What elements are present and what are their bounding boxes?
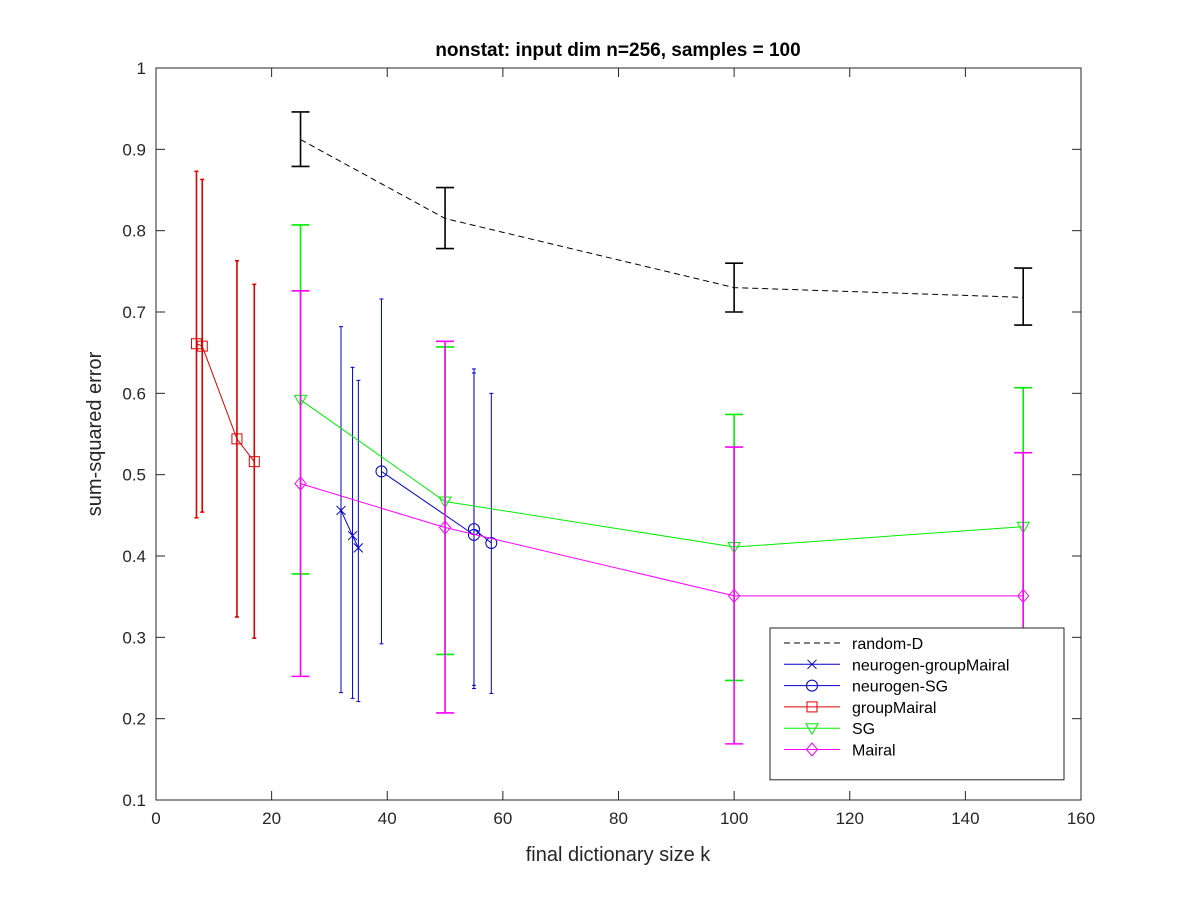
data-point (438, 520, 452, 535)
y-tick-label: 0.5 (122, 466, 146, 485)
legend-label: SG (852, 721, 875, 738)
series-groupmairal (190, 170, 260, 639)
data-point (375, 465, 388, 478)
data-point (727, 588, 741, 604)
data-point (294, 476, 307, 491)
series-line (300, 483, 1024, 597)
legend-marker (807, 659, 817, 670)
y-tick-label: 1 (137, 59, 146, 78)
x-tick-label: 80 (609, 809, 628, 828)
data-point (467, 528, 480, 541)
x-tick-label: 60 (493, 809, 512, 828)
y-tick-label: 0.8 (122, 222, 146, 241)
data-point (248, 456, 260, 468)
legend-box (769, 627, 1065, 781)
data-point (1017, 588, 1030, 604)
legend-label: neurogen-groupMairal (852, 657, 1009, 674)
ticks-layer (155, 67, 1082, 801)
data-point (196, 340, 208, 352)
y-tick-label: 0.2 (122, 710, 146, 729)
x-tick-label: 140 (951, 809, 979, 828)
legend: random-D neurogen-groupMairal neurogen-SG g… (769, 627, 1065, 781)
chart-title: nonstat: input dim n=256, samples = 100 (435, 40, 800, 61)
y-tick-label: 0.4 (122, 547, 146, 566)
legend-label: groupMairal (852, 700, 936, 717)
data-point (353, 543, 364, 553)
y-tick-label: 0.9 (122, 140, 146, 159)
series-layer (190, 111, 1033, 745)
series-random-d (291, 111, 1033, 326)
x-tick-label: 120 (836, 809, 864, 828)
y-axis-title: sum-squared error (84, 351, 106, 516)
legend-label: random-D (852, 636, 923, 653)
y-tick-label: 0.3 (122, 628, 146, 647)
series-line (196, 343, 255, 462)
series-line (300, 139, 1024, 298)
x-tick-label: 40 (378, 809, 397, 828)
data-point (190, 338, 202, 350)
legend-label: Mairal (852, 743, 896, 760)
x-tick-label: 20 (262, 809, 281, 828)
data-point-stroke-b (353, 543, 364, 553)
series-neurogen-groupmairal (336, 326, 364, 703)
tick-labels-layer: 0 20 40 60 80 100 120 140 160 0.1 0.2 0.3 0.4 0.5 0.6 0… (122, 59, 1095, 828)
legend-marker (805, 742, 819, 757)
legend-marker (805, 723, 819, 736)
data-point (485, 536, 498, 549)
legend-label: neurogen-SG (852, 679, 948, 696)
data-point-stroke-b (347, 530, 358, 541)
series-line (300, 399, 1024, 548)
y-tick-label: 0.6 (122, 384, 146, 403)
data-point (347, 530, 358, 541)
legend-marker (806, 701, 818, 713)
x-tick-label: 0 (151, 809, 160, 828)
x-tick-label: 100 (720, 809, 748, 828)
data-point (336, 505, 346, 516)
y-tick-label: 0.1 (122, 791, 146, 810)
data-point-stroke-b (336, 505, 346, 516)
legend-marker-stroke-b (807, 659, 817, 670)
legend-marker (806, 679, 818, 692)
data-point (231, 433, 243, 445)
x-axis-title: final dictionary size k (526, 844, 712, 866)
x-tick-label: 160 (1067, 809, 1095, 828)
y-tick-label: 0.7 (122, 303, 146, 322)
